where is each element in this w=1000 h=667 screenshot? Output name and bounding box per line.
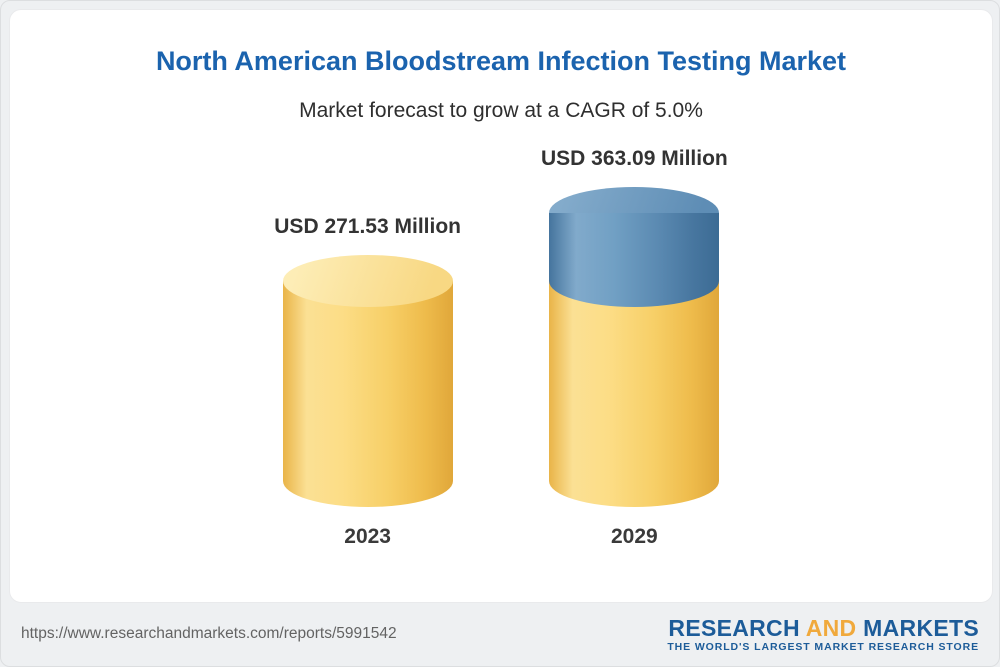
- cylinder-2023-top-ellipse: [282, 255, 453, 307]
- chart-title: North American Bloodstream Infection Tes…: [155, 46, 847, 76]
- chart-card: North American Bloodstream Infection Tes…: [9, 9, 993, 603]
- logo-tagline: THE WORLD'S LARGEST MARKET RESEARCH STOR…: [667, 641, 979, 654]
- logo-word-markets: MARKETS: [863, 614, 979, 641]
- cylinder-2029-growth-segment: [549, 213, 720, 307]
- cylinder-2029-base-segment: [549, 281, 720, 507]
- footer: https://www.researchandmarkets.com/repor…: [1, 608, 999, 666]
- cylinder-2023: [282, 255, 453, 507]
- logo-word-and: AND: [805, 614, 857, 641]
- year-label-2029: 2029: [611, 525, 658, 548]
- bar-group-2029: USD 363.09 Million 2029: [541, 147, 728, 549]
- logo-wordmark: RESEARCH AND MARKETS: [667, 615, 979, 641]
- cylinder-2029: [549, 187, 720, 507]
- report-url-link[interactable]: https://www.researchandmarkets.com/repor…: [21, 625, 397, 642]
- value-label-2023: USD 271.53 Million: [274, 215, 461, 238]
- plot-area: USD 271.53 Million 2023 USD 363.09 Milli…: [10, 137, 992, 549]
- logo-word-research: RESEARCH: [668, 614, 800, 641]
- value-label-2029: USD 363.09 Million: [541, 147, 728, 170]
- research-and-markets-logo: RESEARCH AND MARKETS THE WORLD'S LARGEST…: [667, 615, 979, 654]
- bar-group-2023: USD 271.53 Million 2023: [274, 215, 461, 549]
- chart-subtitle: Market forecast to grow at a CAGR of 5.0…: [299, 99, 703, 122]
- year-label-2023: 2023: [344, 525, 391, 548]
- cylinder-2023-body: [282, 281, 453, 507]
